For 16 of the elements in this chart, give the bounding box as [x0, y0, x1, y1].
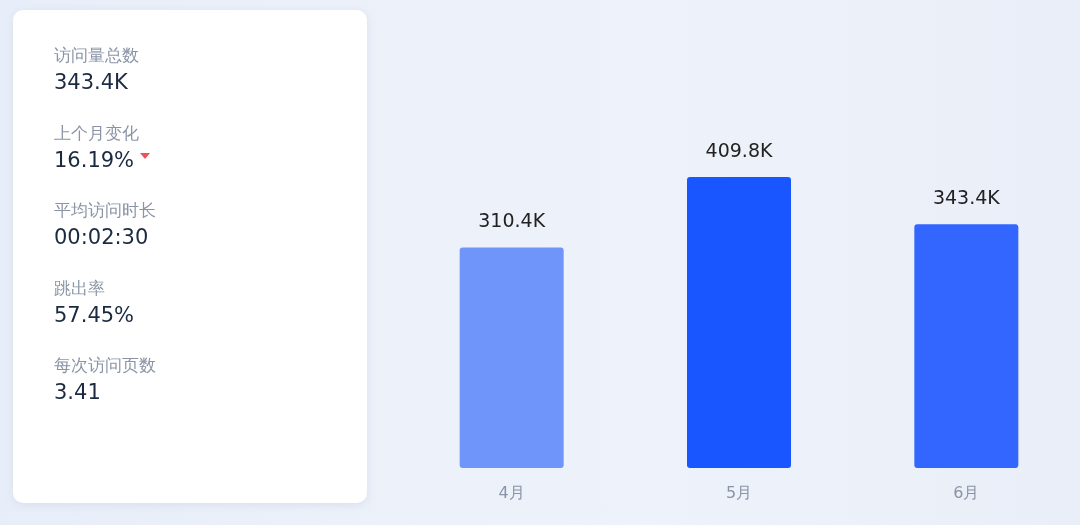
- data-label: 343.4K: [932, 185, 1001, 208]
- x-tick-label: 6月: [953, 482, 980, 502]
- text: 每次访问页数: [54, 354, 156, 377]
- text: 00:02:30: [54, 225, 149, 249]
- text: 访问量总数: [54, 44, 139, 67]
- text: 跳出率: [54, 276, 105, 300]
- text: 343.4K: [54, 70, 128, 94]
- text: 上个月变化: [54, 121, 139, 145]
- x-tick-label: 4月: [498, 482, 525, 502]
- text: 平均访问时长: [54, 199, 156, 222]
- text: 57.45%: [54, 302, 135, 327]
- x-tick-label: 5月: [725, 482, 753, 502]
- data-label: 409.8K: [705, 138, 773, 161]
- text: 16.19%: [54, 147, 136, 172]
- text: 3.41: [54, 380, 101, 404]
- data-label: 310.4K: [478, 209, 546, 232]
